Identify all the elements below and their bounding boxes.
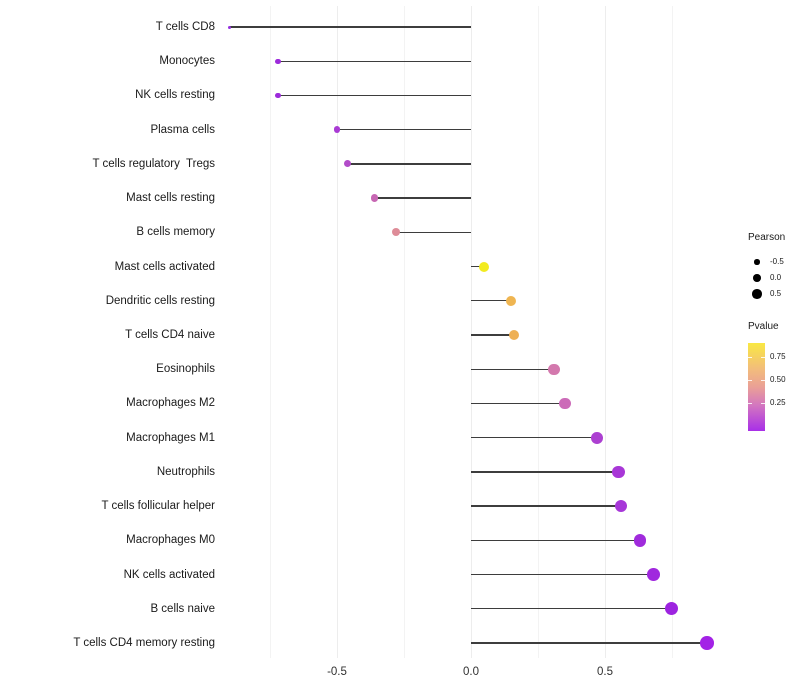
- lollipop-stem: [229, 26, 471, 28]
- gridline-minor: [269, 6, 271, 658]
- colorbar-tick: [761, 380, 765, 381]
- y-axis-label: Monocytes: [159, 55, 215, 68]
- colorbar-tick: [761, 403, 765, 404]
- colorbar-tick: [748, 380, 752, 381]
- lollipop-stem: [278, 60, 471, 62]
- size-legend-dot: [753, 274, 761, 282]
- lollipop-dot: [590, 431, 603, 444]
- y-axis-label: Plasma cells: [150, 123, 215, 136]
- lollipop-stem: [395, 231, 471, 234]
- lollipop-stem: [471, 505, 622, 507]
- y-axis-label: T cells CD4 memory resting: [73, 636, 215, 649]
- lollipop-stem: [471, 608, 672, 610]
- lollipop-dot: [275, 58, 281, 64]
- y-axis-label: Dendritic cells resting: [105, 294, 215, 307]
- x-tick-label: 0.0: [463, 666, 479, 678]
- lollipop-stem: [471, 402, 565, 405]
- size-legend-label: -0.5: [770, 257, 784, 266]
- lollipop-stem: [471, 573, 654, 576]
- y-axis-label: Mast cells activated: [114, 260, 215, 273]
- colorbar-label: 0.50: [770, 375, 786, 384]
- x-tick-label: 0.5: [597, 666, 613, 678]
- y-axis-label: Macrophages M0: [126, 534, 215, 547]
- lollipop-dot: [479, 261, 490, 272]
- y-axis-label: NK cells resting: [135, 89, 215, 102]
- y-axis-label: T cells regulatory Tregs: [92, 157, 215, 170]
- lollipop-dot: [548, 363, 560, 375]
- lollipop-stem: [374, 197, 471, 199]
- colorbar-tick: [748, 403, 752, 404]
- lollipop-dot: [633, 534, 647, 547]
- lollipop-stem: [471, 471, 619, 473]
- lollipop-stem: [347, 163, 471, 165]
- size-legend-label: 0.5: [770, 289, 782, 298]
- lollipop-stem: [471, 436, 597, 439]
- lollipop-dot: [333, 126, 341, 134]
- gridline-minor: [403, 6, 405, 658]
- lollipop-stem: [471, 334, 514, 336]
- size-legend-dot: [752, 289, 762, 299]
- y-axis-label: Macrophages M2: [126, 397, 215, 410]
- y-axis-label: Neutrophils: [156, 465, 215, 478]
- x-tick-label: -0.5: [327, 666, 347, 678]
- pvalue-colorbar: [748, 343, 765, 431]
- lollipop-dot: [559, 397, 571, 410]
- lollipop-stem: [278, 94, 471, 97]
- lollipop-dot: [612, 465, 625, 478]
- lollipop-stem: [471, 642, 707, 644]
- y-axis-label: B cells naive: [150, 602, 215, 615]
- colorbar-label: 0.75: [770, 352, 786, 361]
- lollipop-dot: [344, 160, 352, 168]
- y-axis-label: T cells CD8: [155, 21, 215, 33]
- legend: Pearson -0.5 0.0 0.5 Pvalue 0.75 0.50 0.25: [740, 232, 800, 447]
- lollipop-dot: [505, 295, 517, 307]
- y-axis-label: T cells follicular helper: [101, 500, 215, 513]
- lollipop-dot: [508, 329, 520, 341]
- gridline-minor: [671, 6, 673, 658]
- lollipop-dot: [228, 25, 232, 29]
- colorbar-tick: [761, 357, 765, 358]
- gridline-minor: [537, 6, 539, 658]
- y-axis-label: NK cells activated: [123, 568, 215, 581]
- lollipop-dot: [370, 194, 379, 203]
- lollipop-stem: [471, 368, 555, 370]
- lollipop-stem: [471, 300, 512, 302]
- y-axis-label: Eosinophils: [156, 363, 215, 376]
- gridline-major: [336, 6, 338, 658]
- colorbar-label: 0.25: [770, 398, 786, 407]
- lollipop-dot: [614, 499, 628, 513]
- size-legend-dot: [754, 259, 760, 265]
- lollipop-dot: [646, 568, 660, 581]
- lollipop-stem: [337, 128, 471, 131]
- lollipop-dot: [665, 602, 679, 616]
- y-axis-label: B cells memory: [136, 226, 215, 239]
- lollipop-stem: [471, 539, 640, 542]
- lollipop-stem: [471, 265, 485, 268]
- y-axis-label: T cells CD4 naive: [125, 328, 215, 341]
- lollipop-dot: [700, 636, 714, 650]
- y-axis-label: Macrophages M1: [126, 431, 215, 444]
- lollipop-dot: [275, 92, 281, 98]
- color-legend-title: Pvalue: [748, 321, 779, 332]
- gridline-major: [604, 6, 606, 658]
- colorbar-tick: [748, 357, 752, 358]
- y-axis-label: Mast cells resting: [126, 192, 215, 205]
- size-legend-title: Pearson: [748, 232, 786, 243]
- lollipop-dot: [391, 228, 401, 237]
- gridline-major: [470, 6, 472, 658]
- size-legend-label: 0.0: [770, 273, 782, 282]
